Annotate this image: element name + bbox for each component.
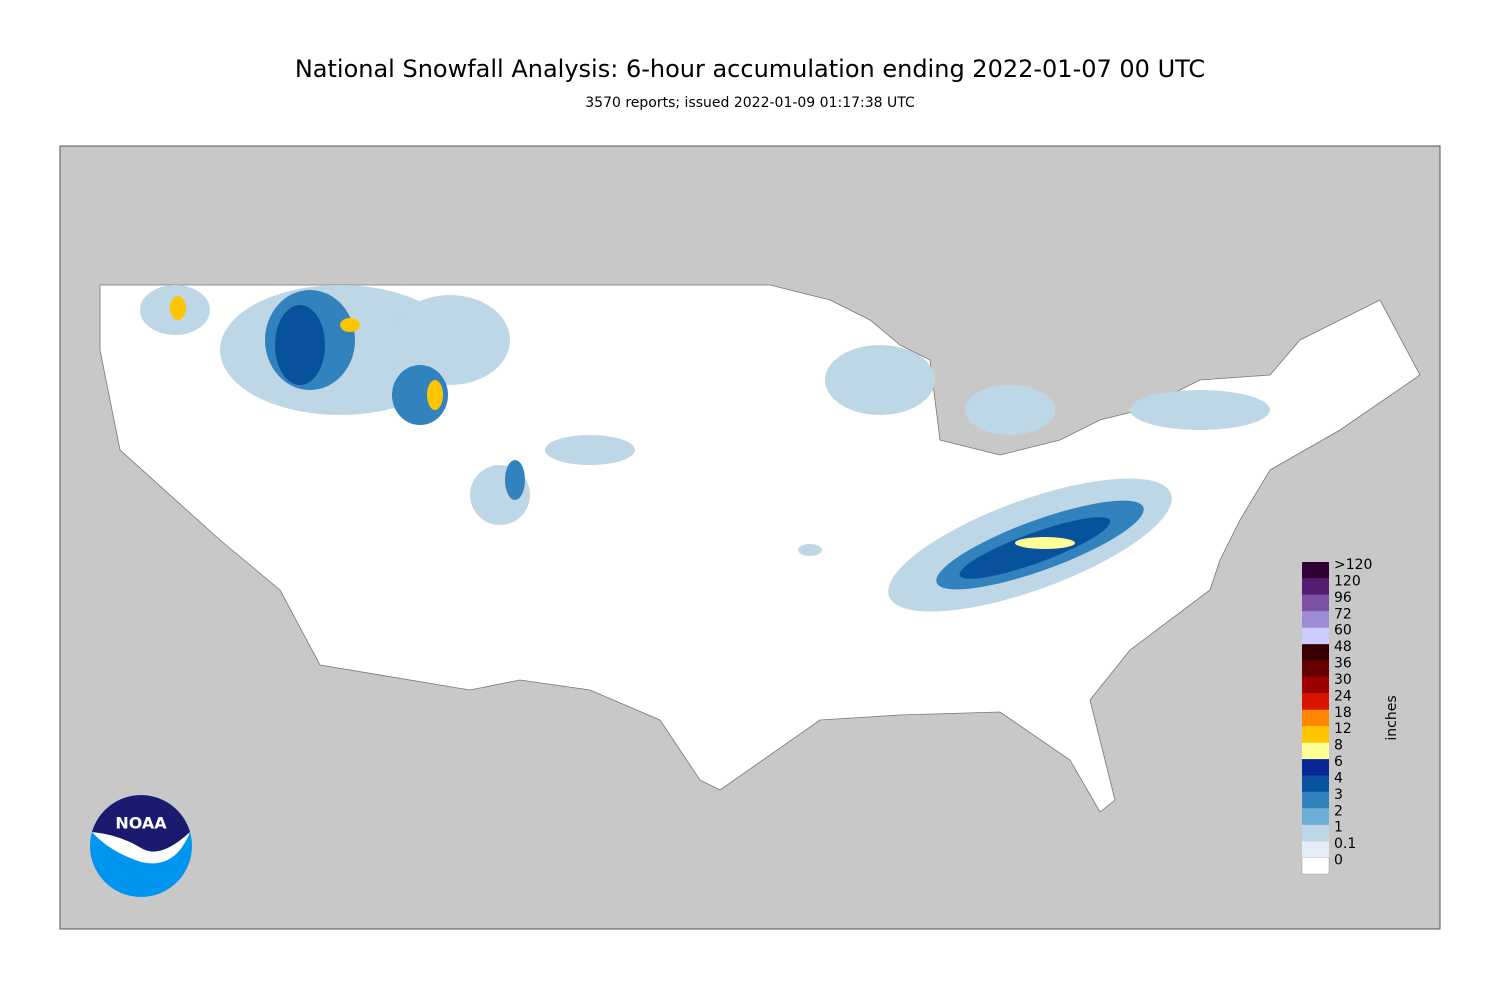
legend-label: 12 bbox=[1334, 721, 1352, 737]
logo-text: NOAA bbox=[115, 814, 167, 833]
snow-extreme bbox=[170, 296, 1075, 549]
legend-label: 0.1 bbox=[1334, 836, 1356, 852]
legend-swatch bbox=[1302, 824, 1329, 842]
legend-label: 3 bbox=[1334, 787, 1343, 803]
legend-label: 24 bbox=[1334, 688, 1352, 704]
legend-swatch bbox=[1302, 693, 1329, 710]
legend-swatch bbox=[1302, 726, 1329, 743]
title: National Snowfall Analysis: 6-hour accum… bbox=[295, 55, 1205, 83]
legend-label: 30 bbox=[1334, 672, 1352, 688]
legend: inches 00.1123468121824303648607296120>1… bbox=[1301, 557, 1400, 875]
legend-swatch bbox=[1302, 808, 1329, 825]
legend-swatch bbox=[1302, 644, 1329, 661]
noaa-logo: NOAA bbox=[90, 795, 192, 897]
legend-label: 60 bbox=[1334, 623, 1352, 639]
legend-swatch bbox=[1302, 759, 1329, 776]
legend-swatch bbox=[1302, 660, 1329, 677]
legend-swatch bbox=[1302, 594, 1329, 612]
legend-label: 1 bbox=[1334, 820, 1343, 836]
legend-swatch bbox=[1302, 791, 1329, 809]
legend-swatch bbox=[1302, 742, 1329, 760]
legend-label: 120 bbox=[1334, 573, 1361, 589]
legend-label: 0 bbox=[1334, 853, 1343, 869]
legend-swatch bbox=[1302, 775, 1329, 792]
legend-label: 48 bbox=[1334, 639, 1352, 655]
legend-unit: inches bbox=[1384, 695, 1400, 740]
legend-label: >120 bbox=[1334, 557, 1372, 573]
legend-label: 6 bbox=[1334, 754, 1343, 770]
subtitle: 3570 reports; issued 2022-01-09 01:17:38… bbox=[585, 95, 915, 111]
legend-label: 36 bbox=[1334, 656, 1352, 672]
legend-label: 8 bbox=[1334, 738, 1343, 754]
legend-swatch bbox=[1302, 841, 1329, 858]
legend-swatch bbox=[1302, 709, 1329, 727]
map bbox=[59, 145, 1441, 930]
legend-label: 4 bbox=[1334, 770, 1343, 786]
legend-swatch bbox=[1302, 578, 1329, 595]
legend-swatch bbox=[1302, 562, 1329, 579]
legend-swatch bbox=[1302, 627, 1329, 645]
legend-swatch bbox=[1302, 676, 1329, 694]
legend-swatch bbox=[1301, 857, 1330, 875]
legend-label: 72 bbox=[1334, 606, 1352, 622]
legend-swatch bbox=[1302, 611, 1329, 628]
legend-label: 18 bbox=[1334, 705, 1352, 721]
legend-label: 2 bbox=[1334, 803, 1343, 819]
legend-label: 96 bbox=[1334, 590, 1352, 606]
